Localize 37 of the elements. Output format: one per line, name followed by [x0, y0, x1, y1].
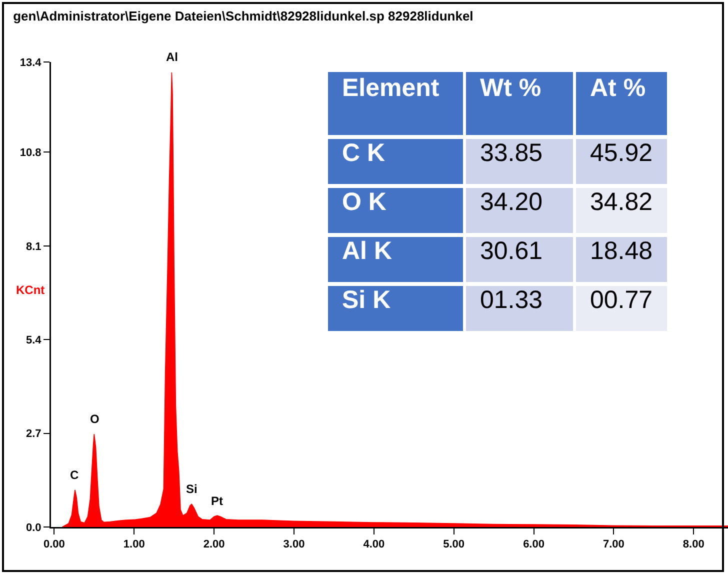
text: 33.85 — [480, 139, 543, 167]
annotation: Si — [186, 482, 198, 496]
x-tick-label: 2.00 — [203, 538, 225, 551]
annotation: O — [90, 412, 100, 426]
y-tick-label: 13.4 — [20, 56, 42, 69]
y-tick-label: 2.7 — [26, 428, 42, 440]
y-tick-label: 10.8 — [20, 147, 42, 160]
text: 00.77 — [590, 286, 653, 314]
y-tick-label: 0.0 — [26, 522, 42, 534]
category-label: Si K — [342, 286, 391, 314]
annotation: Al — [166, 50, 178, 64]
category-label: C K — [342, 139, 386, 167]
annotation: Pt — [211, 494, 224, 508]
category-label: At % — [576, 72, 667, 135]
x-tick-label: 1.00 — [123, 538, 145, 551]
category-label: O K — [342, 188, 386, 216]
text: 34.82 — [590, 188, 653, 216]
text: 45.92 — [590, 139, 653, 167]
x-tick-label: 3.00 — [283, 538, 305, 551]
x-tick-label: 5.00 — [443, 538, 465, 551]
annotation: C — [70, 468, 79, 482]
text: 18.48 — [590, 237, 653, 265]
text: 01.33 — [480, 286, 543, 314]
x-tick-label: 7.00 — [602, 538, 624, 551]
text: 30.61 — [480, 237, 543, 265]
category-label: Al K — [342, 237, 392, 265]
y-axis-title: KCnt — [16, 283, 45, 297]
x-tick-label: 4.00 — [363, 538, 385, 551]
y-tick-label: 8.1 — [26, 240, 42, 253]
category-label: Element — [328, 72, 463, 135]
chart-title: gen\Administrator\Eigene Dateien\Schmidt\82928lidunkel.sp 82928lidunkel — [13, 8, 474, 24]
x-tick-label: 8.00 — [682, 538, 704, 551]
text: 34.20 — [480, 188, 543, 216]
x-tick-label: 0.00 — [43, 538, 65, 551]
y-tick-label: 5.4 — [26, 334, 42, 346]
category-label: Wt % — [466, 72, 573, 135]
x-tick-label: 6.00 — [523, 538, 544, 551]
